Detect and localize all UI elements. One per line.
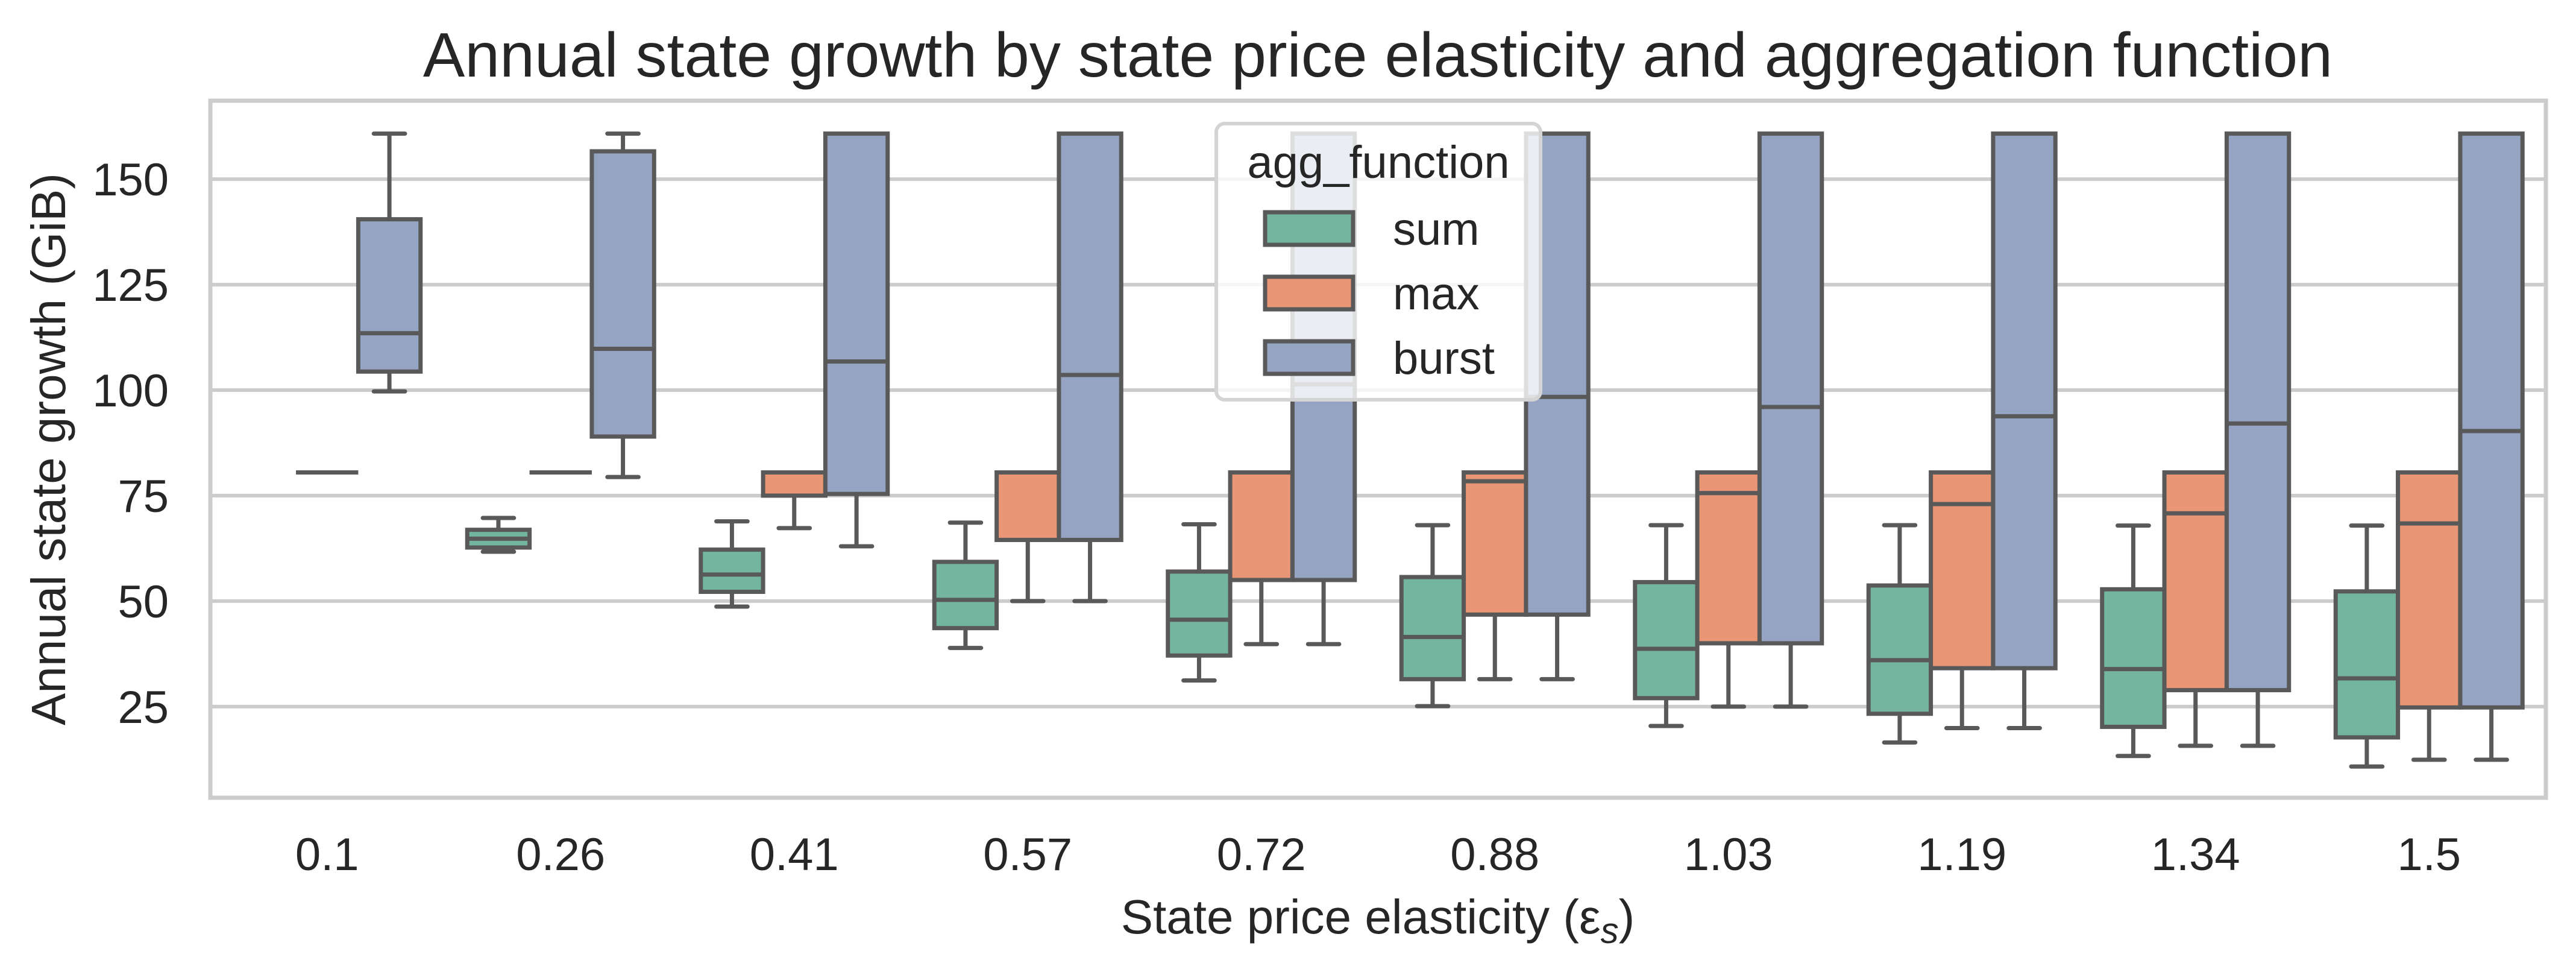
box-body xyxy=(1929,470,1996,671)
box-burst-1.19 xyxy=(1991,131,2058,731)
box-body xyxy=(1757,131,1824,646)
box-body xyxy=(356,217,423,374)
y-tick-label: 125 xyxy=(92,260,169,311)
legend-item-max: max xyxy=(1263,268,1480,320)
y-tick-label: 25 xyxy=(118,682,169,733)
box-sum-0.26 xyxy=(465,516,532,554)
legend-title: agg_function xyxy=(1247,137,1509,188)
y-tick-label: 100 xyxy=(92,365,169,417)
plot-frame xyxy=(208,98,2548,800)
box-max-1.19 xyxy=(1929,470,1996,731)
legend-label: sum xyxy=(1393,204,1480,255)
box-sum-0.57 xyxy=(932,520,999,651)
box-sum-0.41 xyxy=(699,519,765,609)
box-burst-0.41 xyxy=(823,131,890,549)
x-tick-label: 0.1 xyxy=(295,829,359,880)
box-body xyxy=(1866,583,1934,716)
x-tick-label: 1.19 xyxy=(1917,829,2006,880)
chart-title: Annual state growth by state price elast… xyxy=(423,21,2333,90)
box-max-0.88 xyxy=(1462,470,1528,681)
x-tick-label: 1.5 xyxy=(2397,829,2461,880)
box-body xyxy=(2396,470,2463,710)
x-tick-label: 1.34 xyxy=(2151,829,2240,880)
y-tick-label: 50 xyxy=(118,576,169,628)
box-body xyxy=(932,560,999,631)
legend-swatch xyxy=(1263,339,1356,376)
box-max-0.57 xyxy=(994,470,1061,604)
box-body xyxy=(2162,470,2229,693)
box-max-0.72 xyxy=(1228,470,1295,646)
y-axis-label: Annual state growth (GiB) xyxy=(22,173,75,725)
box-sum-1.19 xyxy=(1866,523,1934,745)
box-burst-0.26 xyxy=(589,131,656,479)
box-burst-1.03 xyxy=(1757,131,1824,709)
x-tick-label: 0.88 xyxy=(1450,829,1539,880)
legend-item-burst: burst xyxy=(1263,333,1495,384)
y-tick-labels: 25 50 75 100 125 150 xyxy=(92,154,169,733)
box-body xyxy=(1228,470,1295,582)
box-burst-0.57 xyxy=(1057,131,1123,604)
x-tick-label: 0.41 xyxy=(750,829,839,880)
box-body xyxy=(761,470,828,498)
x-axis-label: State price elasticity (εs) xyxy=(1121,890,1635,951)
box-body xyxy=(823,131,890,496)
box-sum-1.5 xyxy=(2333,523,2401,769)
box-sum-0.88 xyxy=(1399,523,1466,708)
y-tick-label: 75 xyxy=(118,471,169,522)
box-body xyxy=(2100,587,2167,729)
box-body xyxy=(1695,470,1762,646)
x-tick-label: 0.72 xyxy=(1217,829,1306,880)
box-body xyxy=(1399,575,1466,681)
box-max-1.5 xyxy=(2396,470,2463,762)
box-burst-1.34 xyxy=(2224,131,2292,748)
box-body xyxy=(994,470,1061,542)
boxes xyxy=(296,131,2525,769)
box-body xyxy=(589,149,656,439)
y-tick-label: 150 xyxy=(92,154,169,206)
box-burst-1.5 xyxy=(2458,131,2525,762)
box-body xyxy=(2458,131,2525,710)
x-axis-label-suffix: ) xyxy=(1619,890,1635,944)
legend-frame xyxy=(1214,122,1542,402)
x-tick-label: 0.57 xyxy=(983,829,1072,880)
box-body xyxy=(1991,131,2058,671)
legend-swatch xyxy=(1263,210,1356,247)
box-body xyxy=(1633,579,1700,701)
legend-label: burst xyxy=(1393,333,1495,384)
box-sum-0.72 xyxy=(1166,522,1233,683)
box-body xyxy=(2333,589,2401,740)
box-burst-0.1 xyxy=(356,131,423,394)
legend-entries: sum max burst xyxy=(1263,204,1495,384)
x-axis-label-main: State price elasticity (ε xyxy=(1121,890,1601,944)
x-tick-labels: 0.1 0.26 0.41 0.57 0.72 0.88 1.03 1.19 1.34 1.5 xyxy=(295,829,2461,880)
x-axis-label-subscript: s xyxy=(1601,910,1619,951)
box-body xyxy=(2224,131,2292,693)
box-body xyxy=(1166,569,1233,658)
legend: agg_function sum max burst xyxy=(1214,122,1542,402)
box-body xyxy=(1462,470,1528,617)
legend-swatch xyxy=(1263,274,1356,312)
box-body xyxy=(1057,131,1123,542)
x-tick-label: 0.26 xyxy=(516,829,605,880)
box-body xyxy=(699,547,765,595)
legend-label: max xyxy=(1393,268,1480,320)
legend-item-sum: sum xyxy=(1263,204,1480,255)
x-tick-label: 1.03 xyxy=(1684,829,1773,880)
